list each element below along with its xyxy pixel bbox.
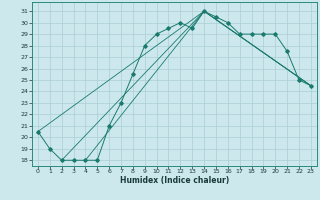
X-axis label: Humidex (Indice chaleur): Humidex (Indice chaleur): [120, 176, 229, 185]
